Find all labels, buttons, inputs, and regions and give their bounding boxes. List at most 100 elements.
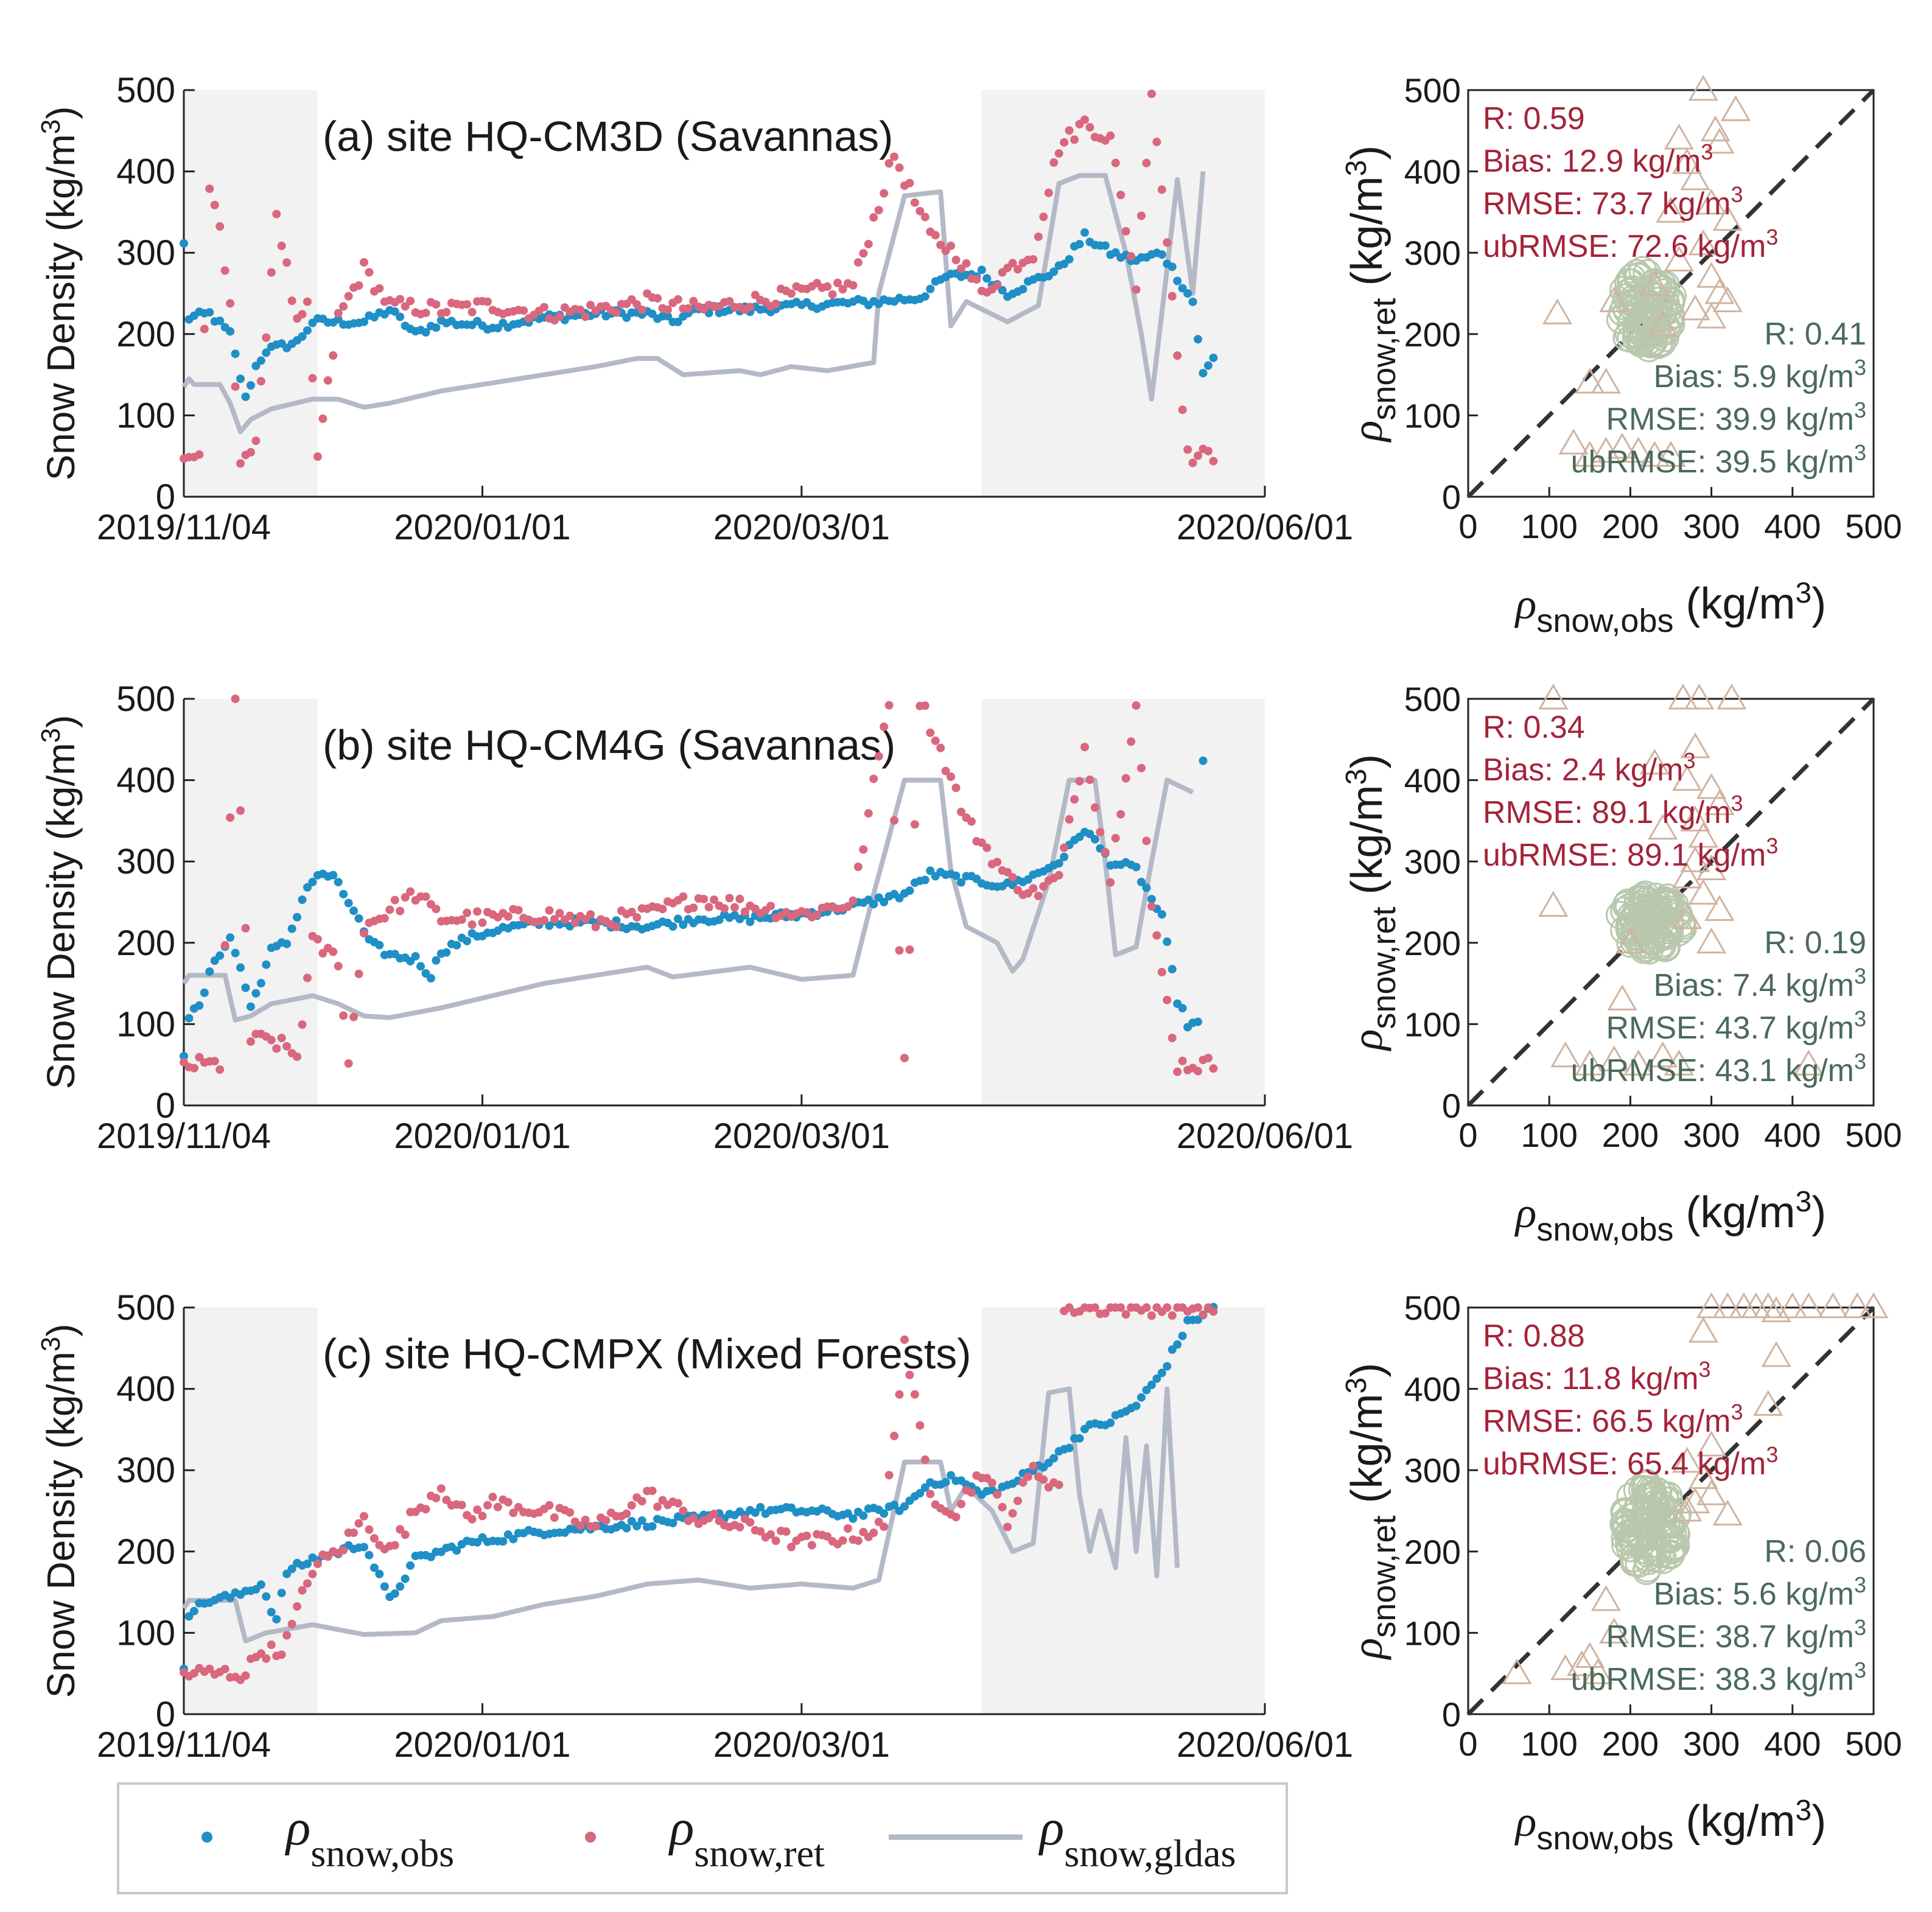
ret-point [1116, 191, 1125, 200]
ret-triangle-marker [1599, 286, 1629, 312]
obs-point [1157, 910, 1166, 919]
ret-point [220, 266, 229, 275]
ret-point [1132, 701, 1141, 710]
ret-point [545, 1501, 554, 1510]
ret-point [293, 1052, 302, 1061]
ret-point [1044, 188, 1053, 197]
obs-point [241, 983, 250, 992]
obs-point [648, 1522, 657, 1531]
ret-point [1085, 776, 1094, 785]
ret-point [406, 296, 415, 306]
ret-triangle-marker [1664, 245, 1694, 272]
x-tick-label: 2020/06/01 [1177, 1116, 1353, 1156]
obs-circle-marker [1612, 1515, 1641, 1544]
obs-point [1060, 852, 1069, 861]
ret-point [910, 1390, 919, 1399]
y-axis-label: Snow Density (kg/m3) [36, 107, 83, 481]
ret-point [910, 198, 919, 207]
ret-point [957, 807, 966, 816]
ret-point [303, 297, 312, 306]
ret-point [663, 305, 672, 314]
ret-point [421, 1505, 430, 1514]
ret-point [967, 817, 976, 826]
ret-point [1157, 185, 1166, 194]
ret-point [1121, 774, 1130, 783]
shaded-period [184, 90, 318, 497]
ret-point [565, 911, 575, 920]
ret-triangle-marker [1672, 765, 1703, 791]
y-tick-label: 200 [116, 1532, 175, 1572]
obs-point [205, 308, 214, 317]
obs-circle-marker [1640, 318, 1670, 348]
unit: (kg/m [1674, 1797, 1796, 1846]
ret-triangle-marker [1680, 294, 1710, 321]
ret-point [987, 1479, 996, 1488]
obs-point [282, 939, 292, 948]
obs-point [1142, 1385, 1151, 1395]
ret-point [1188, 458, 1197, 467]
ret-triangle-marker [1599, 1045, 1629, 1072]
y-tick-label: 500 [1404, 680, 1461, 718]
y-axis-label-main: Snow Density (kg/m [39, 134, 83, 480]
stat-sup: 3 [1854, 1006, 1866, 1031]
ret-point [637, 305, 646, 314]
rho: ρ [1514, 580, 1537, 628]
ret-point [467, 307, 477, 317]
x-tick-label: 500 [1845, 1725, 1902, 1763]
obs-point [442, 948, 451, 957]
obs-point [869, 900, 878, 909]
stat-sup: 3 [1854, 1572, 1866, 1597]
ret-triangle-marker [1696, 927, 1727, 954]
y-tick-label: 100 [1404, 1005, 1461, 1043]
obs-point [426, 974, 435, 983]
ret-point [632, 913, 642, 922]
ret-triangle-marker [1696, 303, 1727, 329]
subscript: snow,gldas [1064, 1832, 1236, 1875]
y-tick-label: 500 [116, 679, 175, 719]
unit: (kg/m [1343, 177, 1391, 298]
ret-point [890, 1431, 899, 1440]
ret-triangle-marker [1615, 927, 1646, 954]
ret-point [884, 1471, 894, 1480]
y-tick-label: 300 [1404, 1451, 1461, 1490]
ret-point [591, 1522, 600, 1531]
obs-point [1080, 228, 1089, 237]
ret-triangle-marker [1639, 441, 1670, 467]
ret-point [869, 774, 878, 783]
ret-point [1178, 405, 1187, 415]
obs-point [1203, 361, 1213, 370]
ret-point [653, 1502, 662, 1511]
y-tick-label: 200 [1404, 315, 1461, 354]
obs-point [303, 326, 312, 335]
unit-sup: 3 [1340, 1378, 1373, 1394]
ret-point [1209, 1307, 1218, 1316]
y-tick-label: 100 [116, 1004, 175, 1044]
ret-point [1023, 1473, 1032, 1482]
ret-point [323, 376, 332, 385]
ret-triangle-marker [1591, 367, 1622, 394]
obs-point [303, 883, 312, 892]
obs-point [751, 1508, 760, 1517]
stat-text: ubRMSE: 38.3 kg/m [1571, 1662, 1854, 1697]
ret-point [555, 312, 564, 321]
ret-triangle-marker [1591, 1585, 1622, 1611]
y-axis-label-tail: ) [39, 715, 83, 728]
ret-point [1106, 131, 1115, 140]
stat-text: R: 0.59 [1483, 101, 1585, 136]
ret-point [365, 1525, 374, 1534]
ret-point [849, 896, 858, 905]
obs-point [509, 1535, 518, 1544]
ret-point [859, 249, 868, 258]
ret-point [828, 290, 837, 299]
stat-sup: 3 [1699, 1357, 1711, 1382]
ret-point [884, 701, 894, 710]
ret-triangle-marker [1842, 1292, 1872, 1318]
obs-point [622, 1524, 631, 1533]
ret-triangle-marker [1550, 1041, 1581, 1068]
obs-point [180, 1052, 188, 1061]
stat-obs-RMSE_label: RMSE: 38.7 kg/m3 [1606, 1615, 1867, 1655]
obs-point [184, 1014, 194, 1023]
y-tick-label: 300 [116, 1451, 175, 1490]
stat-ret-R: R: 0.88 [1483, 1318, 1585, 1354]
obs-point [215, 316, 225, 325]
